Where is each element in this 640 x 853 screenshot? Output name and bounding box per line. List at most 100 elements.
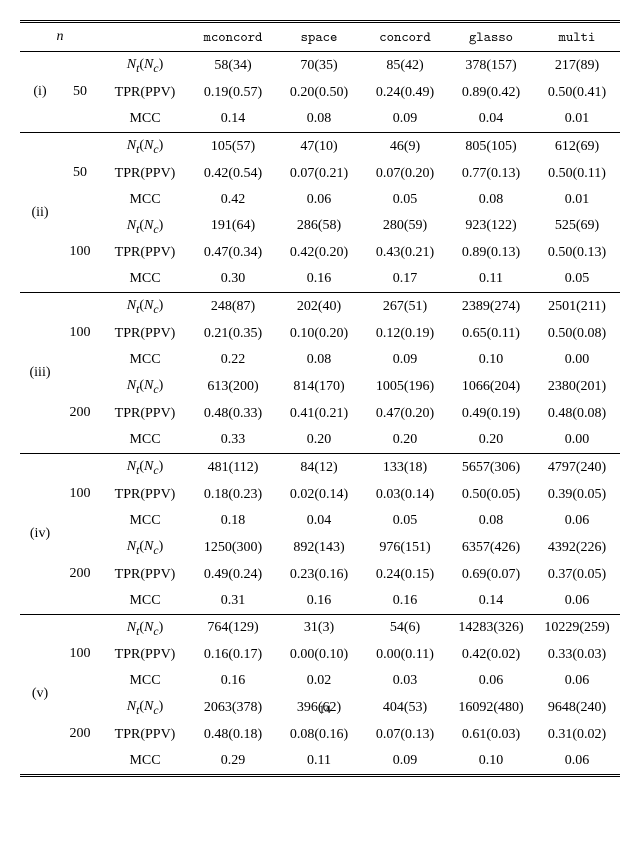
value-cell: 0.08 — [448, 508, 534, 534]
value-cell: 0.24(0.15) — [362, 562, 448, 588]
metric-label: MCC — [100, 508, 190, 534]
value-cell: 0.05 — [362, 187, 448, 213]
value-cell: 0.08 — [448, 187, 534, 213]
value-cell: 396(62)14 — [276, 694, 362, 722]
value-cell: 0.61(0.03) — [448, 722, 534, 748]
metric-label: TPR(PPV) — [100, 562, 190, 588]
group-label: (i) — [20, 52, 60, 133]
value-cell: 0.48(0.33) — [190, 401, 276, 427]
value-cell: 0.06 — [534, 668, 620, 694]
value-cell: 1005(196) — [362, 373, 448, 401]
value-cell: 70(35) — [276, 52, 362, 80]
metric-label: MCC — [100, 427, 190, 454]
value-cell: 0.49(0.19) — [448, 401, 534, 427]
value-cell: 0.21(0.35) — [190, 321, 276, 347]
group-label: (iii) — [20, 293, 60, 454]
value-cell: 0.31 — [190, 588, 276, 615]
value-cell: 0.09 — [362, 106, 448, 133]
value-cell: 58(34) — [190, 52, 276, 80]
n-value: 50 — [60, 132, 100, 212]
value-cell: 0.10(0.20) — [276, 321, 362, 347]
value-cell: 976(151) — [362, 534, 448, 562]
header-method-2: concord — [362, 22, 448, 52]
table-row: 200Nt(Nc)2063(378)396(62)14404(53)16092(… — [20, 694, 620, 722]
value-cell: 2063(378) — [190, 694, 276, 722]
table-row: TPR(PPV)0.42(0.54)0.07(0.21)0.07(0.20)0.… — [20, 161, 620, 187]
value-cell: 2389(274) — [448, 293, 534, 321]
value-cell: 31(3) — [276, 614, 362, 642]
metric-label: Nt(Nc) — [100, 373, 190, 401]
table-row: MCC0.220.080.090.100.00 — [20, 347, 620, 373]
value-cell: 0.69(0.07) — [448, 562, 534, 588]
value-cell: 267(51) — [362, 293, 448, 321]
metric-label: Nt(Nc) — [100, 52, 190, 80]
value-cell: 0.11 — [448, 266, 534, 293]
metric-label: Nt(Nc) — [100, 213, 190, 241]
value-cell: 0.10 — [448, 748, 534, 776]
header-n: n — [20, 22, 100, 52]
value-cell: 0.14 — [448, 588, 534, 615]
value-cell: 0.16(0.17) — [190, 642, 276, 668]
value-cell: 0.05 — [362, 508, 448, 534]
header-method-4: multi — [534, 22, 620, 52]
value-cell: 0.33 — [190, 427, 276, 454]
value-cell: 10229(259) — [534, 614, 620, 642]
value-cell: 1250(300) — [190, 534, 276, 562]
value-cell: 0.11 — [276, 748, 362, 776]
value-cell: 892(143) — [276, 534, 362, 562]
value-cell: 16092(480) — [448, 694, 534, 722]
value-cell: 14283(326) — [448, 614, 534, 642]
value-cell: 0.20(0.50) — [276, 80, 362, 106]
table-row: TPR(PPV)0.19(0.57)0.20(0.50)0.24(0.49)0.… — [20, 80, 620, 106]
value-cell: 0.20 — [276, 427, 362, 454]
value-cell: 9648(240) — [534, 694, 620, 722]
value-cell: 805(105) — [448, 132, 534, 160]
value-cell: 0.48(0.18) — [190, 722, 276, 748]
n-value: 200 — [60, 534, 100, 614]
value-cell: 0.08 — [276, 347, 362, 373]
metric-label: MCC — [100, 187, 190, 213]
n-value: 100 — [60, 213, 100, 293]
value-cell: 0.89(0.42) — [448, 80, 534, 106]
value-cell: 0.50(0.08) — [534, 321, 620, 347]
table-row: TPR(PPV)0.48(0.18)0.08(0.16)0.07(0.13)0.… — [20, 722, 620, 748]
value-cell: 0.37(0.05) — [534, 562, 620, 588]
value-cell: 0.08(0.16) — [276, 722, 362, 748]
n-value: 200 — [60, 373, 100, 453]
value-cell: 613(200) — [190, 373, 276, 401]
value-cell: 0.00 — [534, 427, 620, 454]
value-cell: 105(57) — [190, 132, 276, 160]
table-row: (v)100Nt(Nc)764(129)31(3)54(6)14283(326)… — [20, 614, 620, 642]
value-cell: 0.20 — [448, 427, 534, 454]
header-blank — [100, 22, 190, 52]
value-cell: 0.30 — [190, 266, 276, 293]
value-cell: 0.50(0.13) — [534, 240, 620, 266]
value-cell: 0.43(0.21) — [362, 240, 448, 266]
metric-label: MCC — [100, 748, 190, 776]
table-row: TPR(PPV)0.48(0.33)0.41(0.21)0.47(0.20)0.… — [20, 401, 620, 427]
table-row: 100Nt(Nc)191(64)286(58)280(59)923(122)52… — [20, 213, 620, 241]
value-cell: 0.02(0.14) — [276, 482, 362, 508]
metric-label: TPR(PPV) — [100, 401, 190, 427]
value-cell: 0.24(0.49) — [362, 80, 448, 106]
value-cell: 0.06 — [276, 187, 362, 213]
n-value: 100 — [60, 614, 100, 694]
group-label: (v) — [20, 614, 60, 776]
table-row: TPR(PPV)0.47(0.34)0.42(0.20)0.43(0.21)0.… — [20, 240, 620, 266]
header-method-0: mconcord — [190, 22, 276, 52]
value-cell: 404(53) — [362, 694, 448, 722]
table-row: 200Nt(Nc)1250(300)892(143)976(151)6357(4… — [20, 534, 620, 562]
metric-label: TPR(PPV) — [100, 642, 190, 668]
value-cell: 0.29 — [190, 748, 276, 776]
value-cell: 0.16 — [190, 668, 276, 694]
value-cell: 0.47(0.34) — [190, 240, 276, 266]
value-cell: 0.00 — [534, 347, 620, 373]
value-cell: 202(40) — [276, 293, 362, 321]
table-row: TPR(PPV)0.18(0.23)0.02(0.14)0.03(0.14)0.… — [20, 482, 620, 508]
value-cell: 4392(226) — [534, 534, 620, 562]
value-cell: 0.16 — [276, 588, 362, 615]
value-cell: 0.09 — [362, 748, 448, 776]
header-method-1: space — [276, 22, 362, 52]
table-row: MCC0.420.060.050.080.01 — [20, 187, 620, 213]
value-cell: 286(58) — [276, 213, 362, 241]
